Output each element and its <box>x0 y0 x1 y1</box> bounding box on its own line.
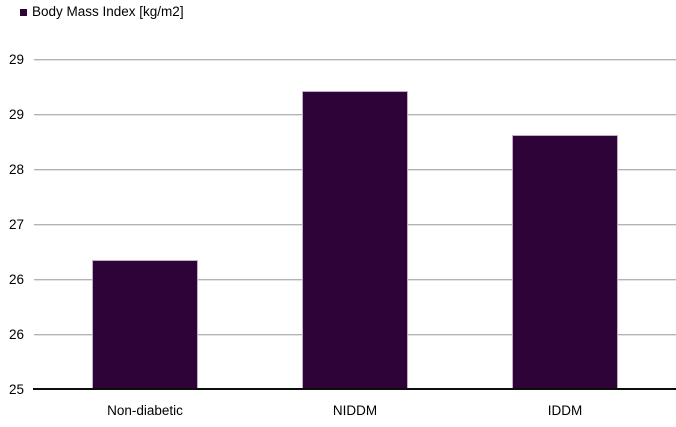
x-axis-line <box>33 388 676 390</box>
bar-niddm <box>302 91 408 388</box>
y-tick-label: 25 <box>8 382 24 397</box>
legend-swatch-icon <box>20 8 27 16</box>
y-tick-label: 28 <box>8 162 24 177</box>
x-tick-label: NIDDM <box>332 403 378 418</box>
bar-iddm <box>512 134 618 388</box>
y-tick-label: 29 <box>8 52 24 67</box>
y-tick-label: 29 <box>8 107 24 122</box>
x-tick-label: Non-diabetic <box>107 403 183 418</box>
y-tick-label: 27 <box>8 217 24 232</box>
gridline <box>34 59 676 60</box>
bar-non-diabetic <box>92 260 198 388</box>
legend-label: Body Mass Index [kg/m2] <box>32 4 184 19</box>
y-tick-label: 26 <box>8 327 24 342</box>
plot-area <box>34 59 676 390</box>
x-tick-label: IDDM <box>547 403 583 418</box>
legend: Body Mass Index [kg/m2] <box>20 4 184 20</box>
y-tick-label: 26 <box>8 272 24 287</box>
